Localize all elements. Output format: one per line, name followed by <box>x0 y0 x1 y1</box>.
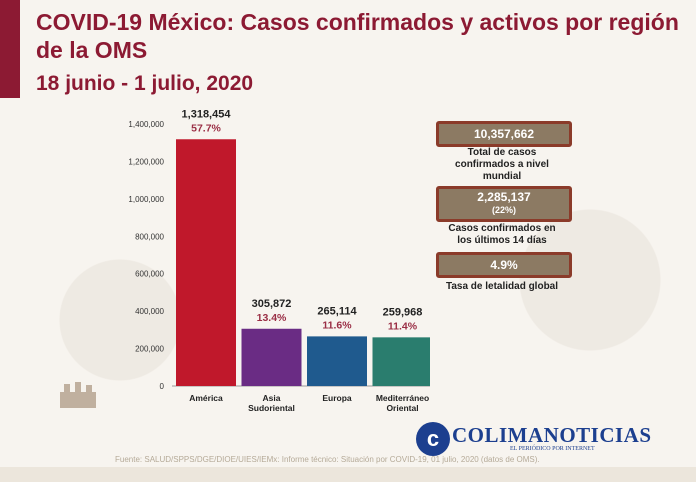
colimanoticias-logo: c COLIMANOTICIAS EL PERIÓDICO POR INTERN… <box>416 422 676 456</box>
value-label: 265,114 <box>317 305 357 317</box>
footer-strip <box>0 467 696 482</box>
y-tick-label: 600,000 <box>135 270 164 279</box>
bar-chart: 0 200,000 400,000 600,000 800,000 1,000,000 1,… <box>128 108 430 413</box>
category-label: Asia <box>263 393 281 403</box>
y-tick-label: 0 <box>160 382 165 391</box>
category-label: Mediterráneo <box>376 393 429 403</box>
page-title: COVID-19 México: Casos confirmados y act… <box>36 9 679 63</box>
percent-label: 11.6% <box>322 319 352 331</box>
percent-label: 57.7% <box>191 122 221 134</box>
accent-bar <box>0 0 20 98</box>
bar <box>241 328 302 386</box>
page-subtitle: 18 junio - 1 julio, 2020 <box>36 72 254 95</box>
total-cases-value: 10,357,662 <box>473 127 535 141</box>
y-tick-label: 800,000 <box>135 232 164 241</box>
recent-cases-percent: (22%) <box>491 205 516 215</box>
lethality-label: Tasa de letalidad global <box>445 281 559 292</box>
logo-name: COLIMANOTICIAS <box>452 423 652 447</box>
total-cases-label: Total de casos confirmados a nivel mundi… <box>455 147 549 182</box>
value-label: 1,318,454 <box>182 108 232 120</box>
y-tick-label: 1,200,000 <box>128 157 164 166</box>
category-label: Sudoriental <box>248 403 295 413</box>
logo-mark-icon: c <box>416 422 450 456</box>
lethality-value: 4.9% <box>490 258 518 272</box>
y-tick-label: 1,000,000 <box>128 195 164 204</box>
category-label: Europa <box>322 393 352 403</box>
value-label: 305,872 <box>252 298 292 310</box>
bar <box>372 337 430 386</box>
lethality-box: 4.9% <box>436 252 572 278</box>
logo-tagline: EL PERIÓDICO POR INTERNET <box>510 446 595 452</box>
bar <box>307 336 367 386</box>
recent-cases-value: 2,285,137 <box>477 190 531 204</box>
bar <box>176 139 236 386</box>
y-tick-label: 200,000 <box>135 345 164 354</box>
y-tick-label: 400,000 <box>135 307 164 316</box>
percent-label: 11.4% <box>388 320 418 332</box>
category-label: América <box>189 393 223 403</box>
value-label: 259,968 <box>383 306 423 318</box>
total-cases-box: 10,357,662 <box>436 121 572 147</box>
y-tick-label: 1,400,000 <box>128 120 164 129</box>
source-note: Fuente: SALUD/SPPS/DGE/DIOE/UIES/IEMx: I… <box>115 455 540 464</box>
category-label: Oriental <box>386 403 418 413</box>
percent-label: 13.4% <box>257 312 287 324</box>
recent-cases-label: Casos confirmados en los últimos 14 días <box>448 223 556 246</box>
recent-cases-box: 2,285,137 (22%) <box>436 186 572 222</box>
government-seal-icon <box>60 382 96 408</box>
